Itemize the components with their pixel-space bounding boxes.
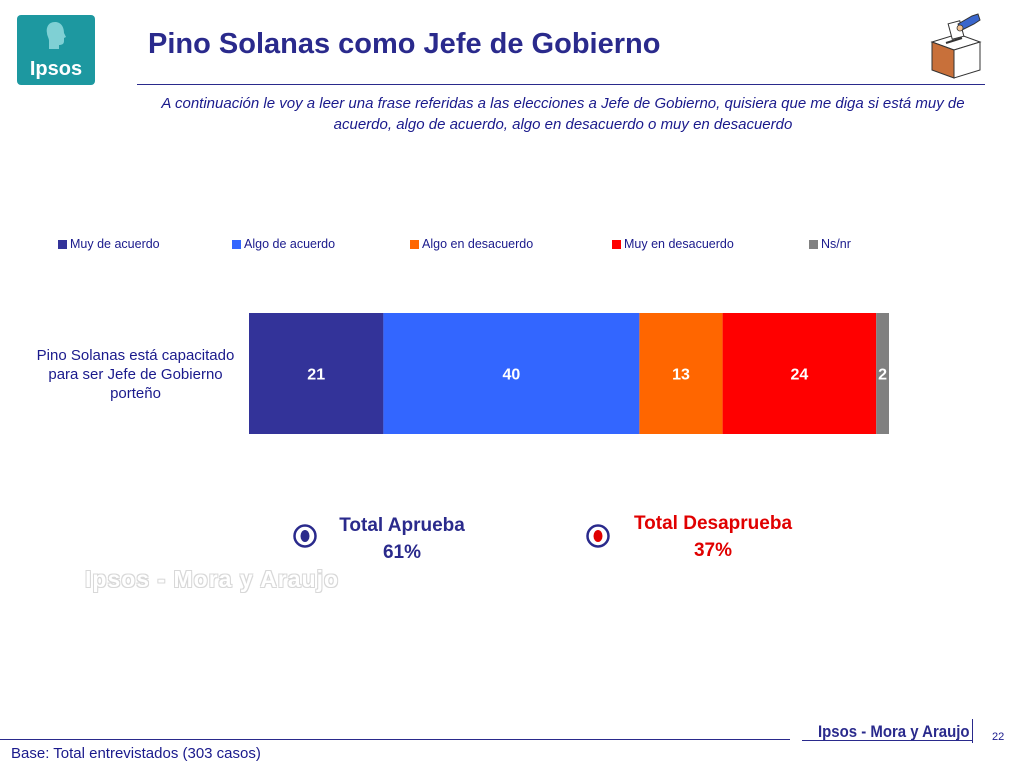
legend-item-muy-de-acuerdo: Muy de acuerdo [58,237,160,251]
chart-legend: Muy de acuerdo Algo de acuerdo Algo en d… [0,237,1024,253]
legend-label: Muy de acuerdo [70,237,160,251]
total-disapprove-value: 37% [693,540,733,561]
legend-swatch [410,239,419,249]
data-label-3: 24 [791,367,809,384]
bar-segment-3 [722,313,877,434]
legend-label: Algo de acuerdo [244,237,336,251]
legend-item-algo-en-desacuerdo: Algo en desacuerdo [410,237,533,251]
bar-segment-2 [639,313,723,434]
question-text: A continuación le voy a leer una frase r… [161,95,965,133]
title-divider [137,84,985,85]
legend-label: Ns/nr [821,237,851,251]
legend-swatch [58,239,67,249]
category-label: Pino Solanas está capacitado para ser Je… [36,347,235,402]
bar-segment-1 [383,313,640,434]
legend-swatch [232,239,241,249]
legend-swatch [809,239,818,249]
logo-text: Ipsos [29,58,83,80]
data-label-1: 40 [503,367,521,384]
total-disapprove: Total Desaprueba 37% [606,510,820,564]
legend-label: Algo en desacuerdo [422,237,534,251]
total-approve: Total Aprueba 61% [318,512,486,566]
page-number: 22 [992,731,1005,743]
footer-divider [0,739,790,740]
approve-target-icon [293,524,317,548]
data-label-0: 21 [307,367,325,384]
legend-item-muy-en-desacuerdo: Muy en desacuerdo [612,237,734,251]
footer-brand-underline [802,740,972,741]
total-approve-label: Total Aprueba [339,515,465,536]
legend-label: Muy en desacuerdo [624,237,734,251]
page-title: Pino Solanas como Jefe de Gobierno [148,28,661,60]
legend-item-algo-de-acuerdo: Algo de acuerdo [232,237,335,251]
ballot-box-icon [930,13,982,79]
profile-head-icon [46,22,66,49]
bar-segment-0 [249,313,384,434]
data-label-4: 2 [878,367,887,384]
total-disapprove-label: Total Desaprueba [633,513,793,534]
watermark: Ipsos - Mora y Araujo [85,566,340,592]
total-approve-value: 61% [382,542,422,563]
bar-segment-4 [876,313,889,434]
data-label-2: 13 [672,367,690,384]
footer-brand: Ipsos - Mora y Araujo [818,722,970,741]
legend-item-ns-nr: Ns/nr [809,237,851,251]
disapprove-target-icon [586,524,610,548]
sample-base: Base: Total entrevistados (303 casos) [11,745,261,762]
footer-brand-bar [972,719,973,743]
legend-swatch [612,239,621,249]
ipsos-logo: Ipsos [17,15,95,85]
